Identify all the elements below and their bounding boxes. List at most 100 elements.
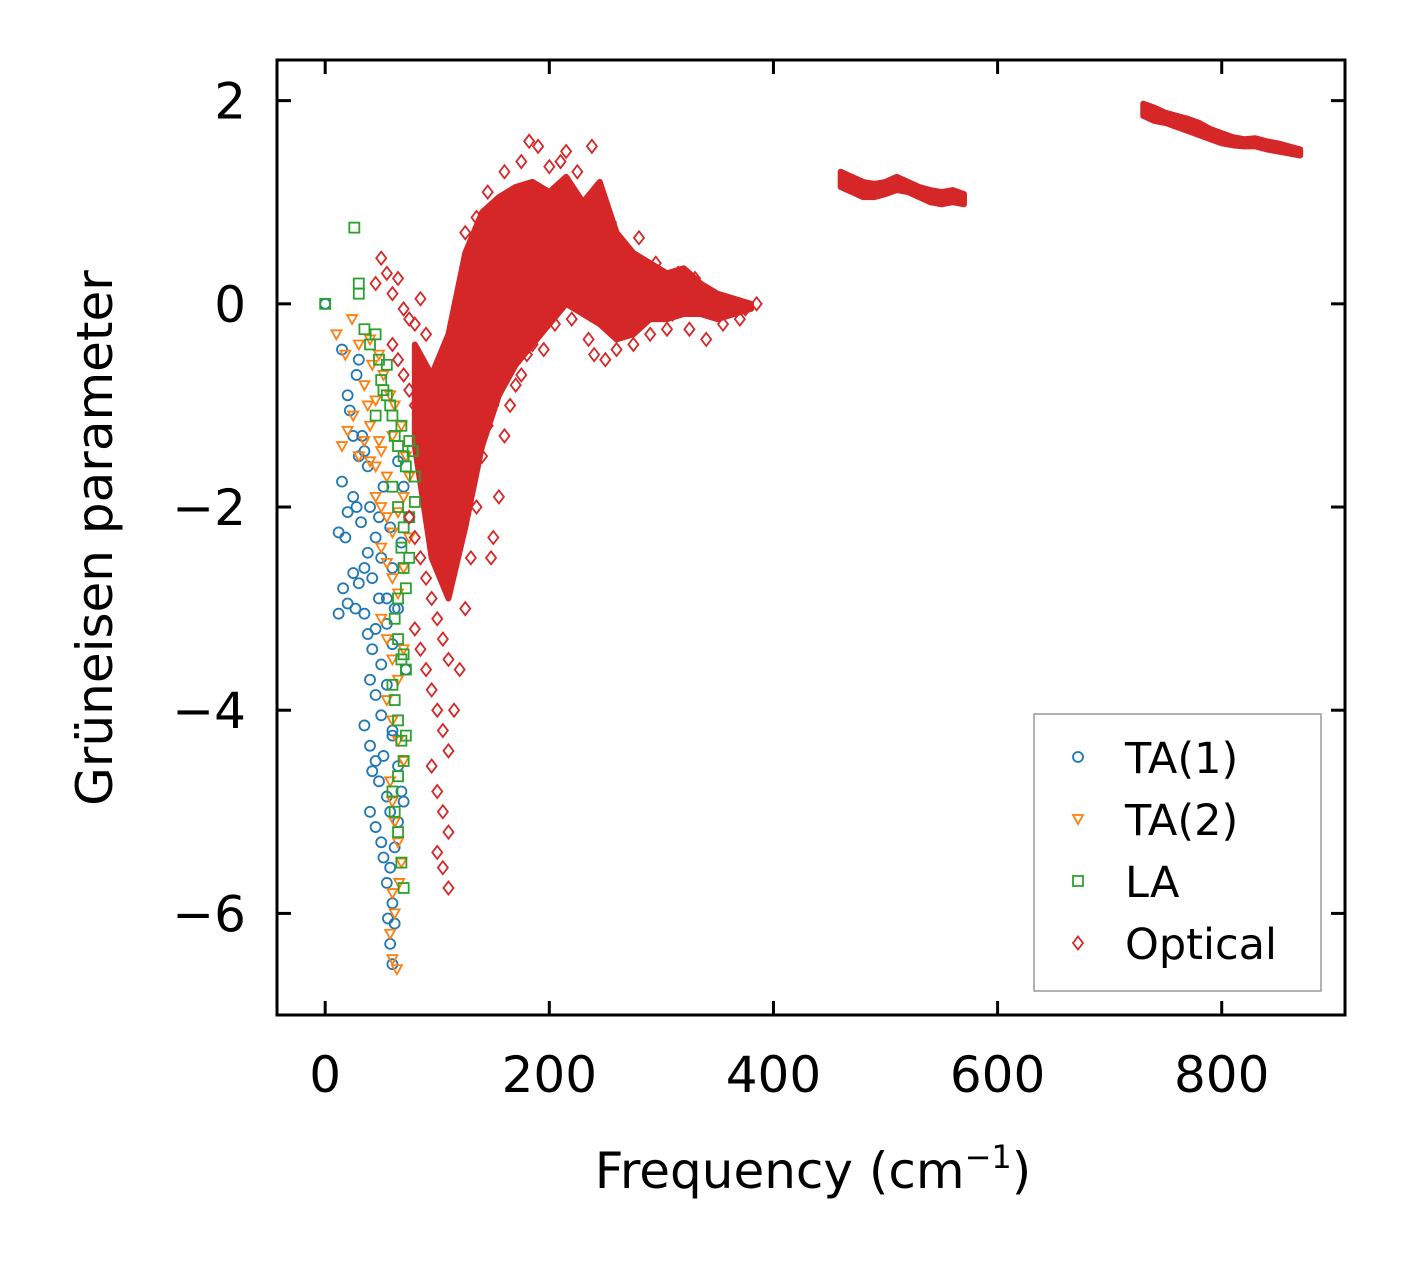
y-tick-label: 0 [214, 276, 246, 334]
ta-2-point [361, 400, 375, 413]
optical-point [666, 306, 679, 322]
ta-2-point [391, 837, 405, 850]
ta-2-point [374, 542, 388, 555]
y-axis-label: Grüneisen parameter [66, 270, 124, 806]
optical-point [700, 331, 713, 348]
optical-point [475, 448, 489, 465]
ta-1-point [377, 480, 390, 493]
ta-1-point [369, 689, 382, 701]
ta-2-point [385, 796, 399, 809]
legend: TA(1) TA(2) LA Optical [1033, 713, 1322, 992]
optical-point [543, 158, 556, 175]
optical-point [470, 499, 483, 515]
optical-point [585, 138, 599, 155]
x-axis-label-sup: −1 [965, 1138, 1012, 1176]
la-point [386, 678, 399, 691]
optical-point [431, 610, 444, 627]
optical-point [403, 382, 416, 399]
la-point [397, 755, 410, 767]
optical-band-2 [837, 168, 967, 208]
optical-point [431, 844, 444, 861]
optical-point [431, 702, 444, 719]
ta-2-point [388, 817, 402, 829]
optical-point [442, 880, 455, 896]
x-tick-label: 800 [1174, 1046, 1269, 1104]
optical-point [386, 336, 399, 353]
ta-1-point [397, 480, 410, 493]
ta-2-point [390, 964, 404, 977]
optical-point [537, 341, 550, 358]
ta-2-point [357, 436, 371, 448]
optical-point [599, 351, 612, 368]
optical-point [470, 209, 483, 226]
ta-2-point [380, 471, 394, 484]
la-point [395, 541, 408, 554]
y-tick-label: −2 [172, 479, 246, 537]
optical-point [419, 326, 433, 343]
optical-point [604, 214, 618, 231]
ta-2-point [341, 425, 355, 438]
optical-point [419, 570, 433, 587]
optical-point [616, 234, 629, 251]
ta-2-point [397, 563, 411, 575]
ta-1-point [382, 912, 394, 925]
legend-label-la: LA [1125, 858, 1180, 908]
la-point [392, 714, 404, 727]
la-point [388, 805, 401, 818]
la-point [392, 592, 404, 605]
optical-point [683, 321, 696, 338]
optical-point [408, 397, 421, 414]
optical-point [481, 184, 494, 201]
optical-point [386, 285, 399, 302]
optical-point [447, 702, 461, 719]
ta-1-point [350, 501, 363, 513]
ta-2-point [380, 634, 394, 646]
ta-2-point [338, 349, 352, 362]
legend-items: TA(1) TA(2) LA Optical [1071, 734, 1277, 970]
optical-point [716, 316, 730, 333]
ta-1-point [375, 709, 388, 722]
optical-point [503, 397, 517, 414]
optical-point [627, 336, 640, 353]
la-point [319, 297, 332, 310]
ta-1-point [352, 353, 365, 366]
ta-1-point [341, 389, 354, 402]
ta-2-point [374, 502, 388, 514]
optical-point [425, 458, 438, 475]
optical-point [739, 300, 752, 317]
optical-point [442, 651, 455, 668]
ta-1-point [364, 805, 376, 818]
la-point [386, 409, 399, 422]
optical-point [464, 549, 478, 566]
ta-1-point [361, 546, 374, 559]
optical-point [672, 265, 685, 282]
ta-1-point [337, 582, 350, 595]
legend-label-optical: Optical [1125, 920, 1277, 970]
legend-label-ta-1: TA(1) [1124, 734, 1238, 784]
optical-point [571, 163, 584, 180]
optical-point [425, 681, 438, 698]
optical-point [632, 229, 646, 246]
la-point [399, 729, 412, 742]
la-point [399, 460, 412, 473]
ta-2-point [369, 395, 383, 408]
optical-point [414, 641, 427, 658]
la-point [386, 785, 399, 798]
optical-point [408, 529, 421, 546]
la-point [352, 277, 365, 290]
optical-point [408, 316, 421, 333]
ta-1-point [355, 516, 367, 529]
optical-point [436, 722, 449, 739]
optical-point [523, 133, 536, 150]
optical-point [655, 285, 668, 302]
optical-point [391, 270, 405, 287]
optical-point [425, 758, 438, 775]
optical-point [436, 803, 449, 820]
ta-2-point [394, 420, 408, 433]
scatter-points [319, 133, 763, 977]
optical-point [582, 331, 595, 348]
ta-2-point [352, 451, 366, 464]
ta-2-point [397, 491, 411, 504]
optical-point [369, 275, 382, 292]
optical-point [425, 590, 438, 607]
